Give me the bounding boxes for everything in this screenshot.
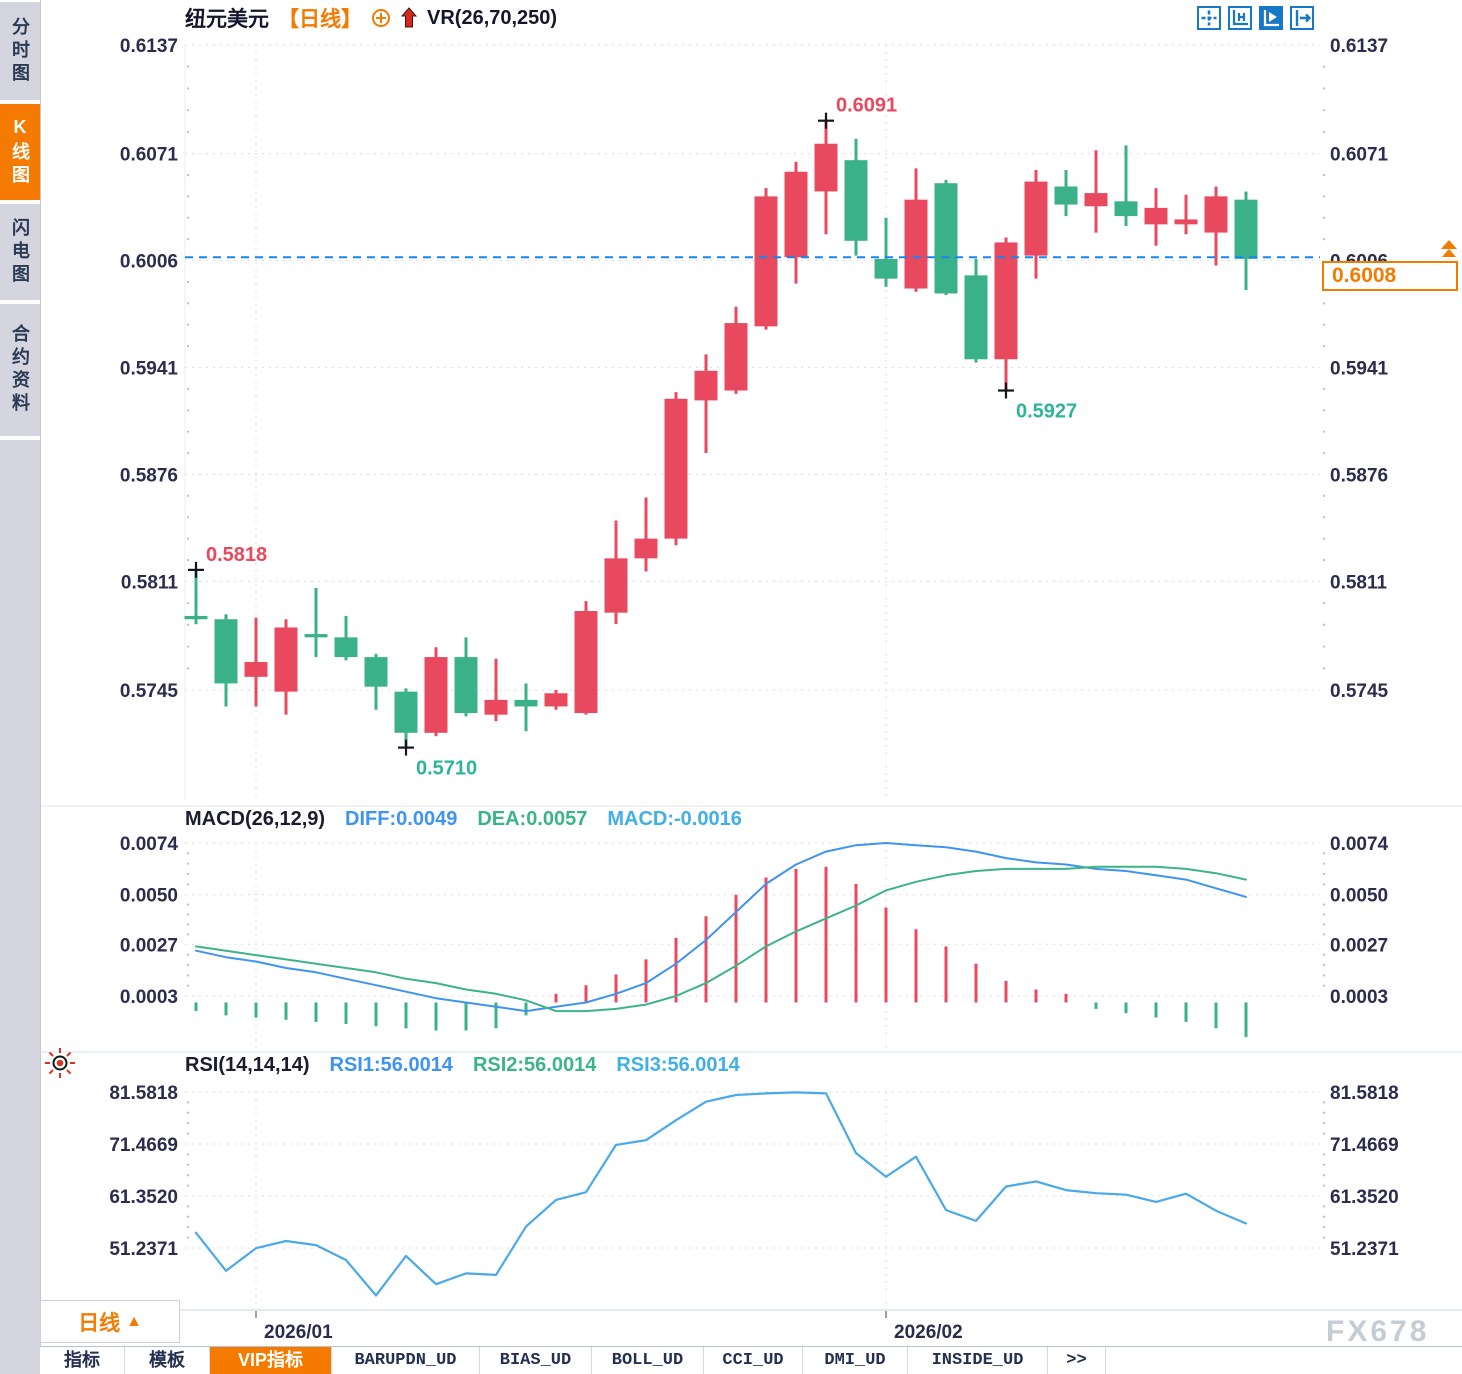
jump-to-latest-icon[interactable]: [1436, 238, 1462, 264]
svg-text:0.0027: 0.0027: [1330, 935, 1388, 956]
svg-text:0.0003: 0.0003: [1330, 987, 1388, 1008]
svg-text:0.6071: 0.6071: [120, 145, 179, 166]
chart-toolbar: [1197, 6, 1314, 30]
svg-text:0.6091: 0.6091: [836, 95, 897, 117]
rsi1-value: RSI1:56.0014: [329, 1054, 453, 1076]
svg-text:0.0050: 0.0050: [1330, 886, 1388, 907]
macd-hist-value: MACD:-0.0016: [607, 808, 742, 830]
sidebar-item-contract-info[interactable]: 合约资料: [0, 304, 40, 436]
more-tabs-button[interactable]: >>: [1048, 1347, 1106, 1374]
svg-text:0.5941: 0.5941: [120, 359, 179, 380]
indicator-sun-icon: [45, 1048, 75, 1078]
macd-panel-header: MACD(26,12,9) DIFF:0.0049 DEA:0.0057 MAC…: [185, 808, 742, 831]
svg-text:0.5876: 0.5876: [1330, 465, 1388, 486]
svg-text:0.5811: 0.5811: [1330, 572, 1387, 593]
pan-right-tool-icon[interactable]: [1290, 6, 1314, 30]
tab-inside-ud[interactable]: INSIDE_UD: [908, 1347, 1048, 1374]
macd-dea-value: DEA:0.0057: [477, 808, 588, 830]
timeframe-label: 日线: [78, 1311, 121, 1335]
macd-diff-value: DIFF:0.0049: [345, 808, 458, 830]
up-arrow-icon: [400, 7, 418, 28]
svg-text:61.3520: 61.3520: [109, 1187, 178, 1208]
watermark: FX678: [1326, 1315, 1430, 1348]
chart-header: 纽元美元 【日线】 VR(26,70,250): [185, 4, 557, 32]
svg-text:0.6071: 0.6071: [1330, 145, 1389, 166]
svg-text:0.0074: 0.0074: [120, 834, 179, 855]
svg-text:0.5876: 0.5876: [120, 465, 178, 486]
svg-text:0.5811: 0.5811: [121, 572, 178, 593]
svg-text:0.5745: 0.5745: [120, 681, 179, 702]
svg-text:0.0003: 0.0003: [120, 987, 178, 1008]
indicator-tab-bar: 指标 模板 VIP指标 BARUPDN_UD BIAS_UD BOLL_UD C…: [40, 1346, 1462, 1374]
svg-text:2026/01: 2026/01: [264, 1322, 333, 1343]
axis-play-tool-icon[interactable]: [1259, 6, 1283, 30]
rsi-panel-header: RSI(14,14,14) RSI1:56.0014 RSI2:56.0014 …: [185, 1054, 740, 1077]
tab-templates[interactable]: 模板: [125, 1347, 210, 1374]
sidebar-item-timeline-chart[interactable]: 分时图: [0, 2, 40, 100]
axis-scale-tool-icon[interactable]: [1228, 6, 1252, 30]
svg-text:71.4669: 71.4669: [1330, 1135, 1399, 1156]
sidebar-filler: [0, 440, 40, 1374]
svg-text:61.3520: 61.3520: [1330, 1187, 1399, 1208]
tab-cci-ud[interactable]: CCI_UD: [704, 1347, 803, 1374]
svg-text:51.2371: 51.2371: [1330, 1239, 1399, 1260]
crosshair-tool-icon[interactable]: [1197, 6, 1221, 30]
add-indicator-icon[interactable]: [371, 8, 391, 28]
left-sidebar: 分时图 K线图 闪电图 合约资料: [0, 0, 41, 1374]
period-tag: 【日线】: [278, 8, 362, 31]
tab-vip-indicators[interactable]: VIP指标: [210, 1347, 332, 1374]
svg-text:0.5818: 0.5818: [206, 544, 267, 566]
svg-text:0.6137: 0.6137: [1330, 36, 1388, 57]
svg-text:2026/02: 2026/02: [894, 1322, 963, 1343]
symbol-name: 纽元美元: [185, 8, 269, 31]
tab-dmi-ud[interactable]: DMI_UD: [803, 1347, 908, 1374]
svg-text:0.5710: 0.5710: [416, 758, 477, 780]
overlay-indicator-label: VR(26,70,250): [427, 6, 558, 29]
svg-text:0.6137: 0.6137: [120, 36, 178, 57]
sidebar-item-kline-chart[interactable]: K线图: [0, 104, 40, 200]
sidebar-item-flash-chart[interactable]: 闪电图: [0, 204, 40, 300]
rsi3-value: RSI3:56.0014: [616, 1054, 740, 1076]
svg-text:81.5818: 81.5818: [109, 1083, 178, 1104]
rsi-title: RSI(14,14,14): [185, 1054, 310, 1076]
tab-barupdn-ud[interactable]: BARUPDN_UD: [332, 1347, 480, 1374]
tab-indicators[interactable]: 指标: [40, 1347, 125, 1374]
svg-text:0.0074: 0.0074: [1330, 834, 1389, 855]
svg-text:0.0050: 0.0050: [120, 886, 178, 907]
svg-text:0.5927: 0.5927: [1016, 401, 1077, 423]
svg-text:71.4669: 71.4669: [109, 1135, 178, 1156]
tab-bar-filler: [1106, 1347, 1462, 1374]
svg-text:81.5818: 81.5818: [1330, 1083, 1399, 1104]
svg-text:0.5941: 0.5941: [1330, 359, 1389, 380]
timeframe-arrow-icon: ▲: [126, 1312, 142, 1330]
svg-text:0.6006: 0.6006: [120, 252, 178, 273]
current-price-label: 0.6008: [1322, 261, 1458, 291]
svg-text:0.0027: 0.0027: [120, 935, 178, 956]
svg-text:51.2371: 51.2371: [109, 1239, 178, 1260]
tab-bias-ud[interactable]: BIAS_UD: [480, 1347, 592, 1374]
tab-boll-ud[interactable]: BOLL_UD: [592, 1347, 704, 1374]
rsi2-value: RSI2:56.0014: [472, 1054, 597, 1076]
svg-text:0.5745: 0.5745: [1330, 681, 1389, 702]
macd-title: MACD(26,12,9): [185, 808, 326, 830]
timeframe-selector[interactable]: 日线 ▲: [40, 1300, 180, 1343]
